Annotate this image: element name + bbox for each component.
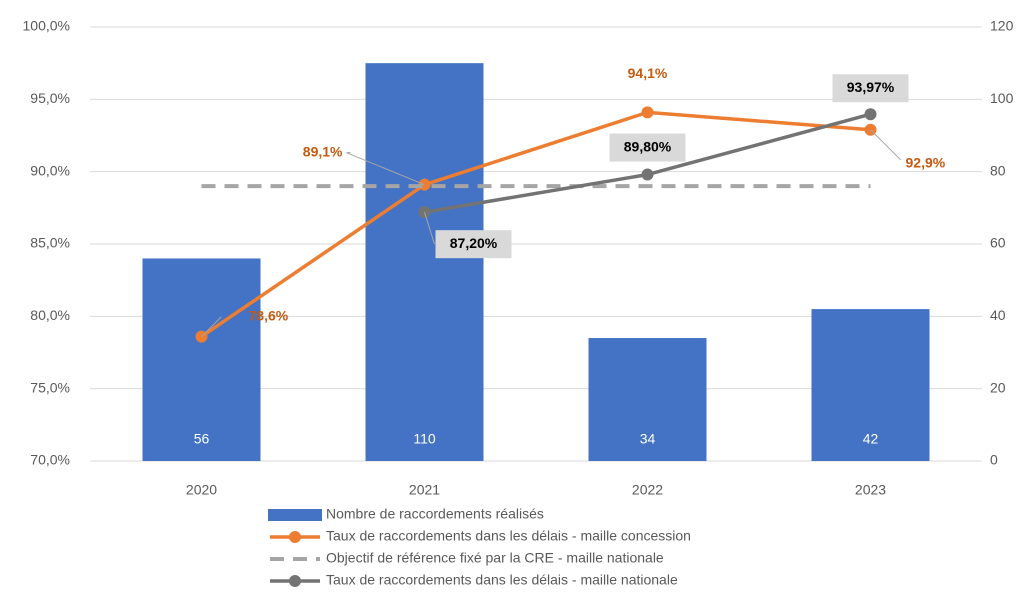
y-tick-label: 85,0% (30, 235, 70, 251)
data-label: 92,9% (906, 154, 946, 170)
data-label: 78,6% (249, 307, 289, 323)
y2-tick-label: 120 (990, 18, 1014, 34)
bar-value-label: 56 (194, 431, 210, 447)
x-tick-label: 2023 (855, 482, 886, 498)
legend-label: Objectif de référence fixé par la CRE - … (326, 550, 664, 566)
bar-value-label: 34 (640, 431, 656, 447)
y2-tick-label: 60 (990, 235, 1006, 251)
label-box (832, 74, 909, 103)
x-tick-label: 2021 (409, 482, 440, 498)
y2-tick-label: 100 (990, 90, 1014, 106)
point (641, 168, 654, 181)
leader-line (346, 152, 425, 186)
point (864, 108, 877, 121)
x-tick-label: 2020 (186, 482, 217, 498)
legend-label: Nombre de raccordements réalisés (326, 506, 544, 522)
y-tick-label: 95,0% (30, 90, 70, 106)
data-label: 93,97% (847, 79, 895, 95)
data-label: 94,1% (628, 65, 668, 81)
point (641, 106, 654, 119)
data-label: 89,80% (624, 138, 672, 154)
bar (142, 258, 261, 461)
leader-line (201, 316, 222, 337)
leader-line (424, 212, 435, 245)
data-label: 89,1% (303, 143, 343, 159)
y2-tick-label: 0 (990, 452, 998, 468)
label-box (435, 230, 512, 259)
label-box (609, 133, 686, 162)
bar (365, 63, 484, 462)
y-tick-label: 75,0% (30, 379, 70, 395)
y2-tick-label: 80 (990, 162, 1006, 178)
y2-tick-label: 20 (990, 379, 1006, 395)
y2-tick-label: 40 (990, 307, 1006, 323)
line (200, 110, 871, 339)
y-tick-label: 80,0% (30, 307, 70, 323)
y-tick-label: 90,0% (30, 162, 70, 178)
leader-line (870, 129, 901, 161)
legend-swatch (268, 509, 322, 521)
bar-value-label: 110 (413, 431, 436, 447)
y-tick-label: 70,0% (30, 452, 70, 468)
bar (588, 338, 707, 461)
legend-marker (289, 531, 301, 543)
bar-value-label: 42 (863, 431, 879, 447)
legend-label: Taux de raccordements dans les délais - … (326, 572, 678, 588)
bar (811, 309, 930, 461)
legend-label: Taux de raccordements dans les délais - … (326, 528, 691, 544)
legend-marker (289, 575, 301, 587)
y-tick-label: 100,0% (23, 18, 70, 34)
data-label: 87,20% (450, 235, 498, 251)
x-tick-label: 2022 (632, 482, 663, 498)
